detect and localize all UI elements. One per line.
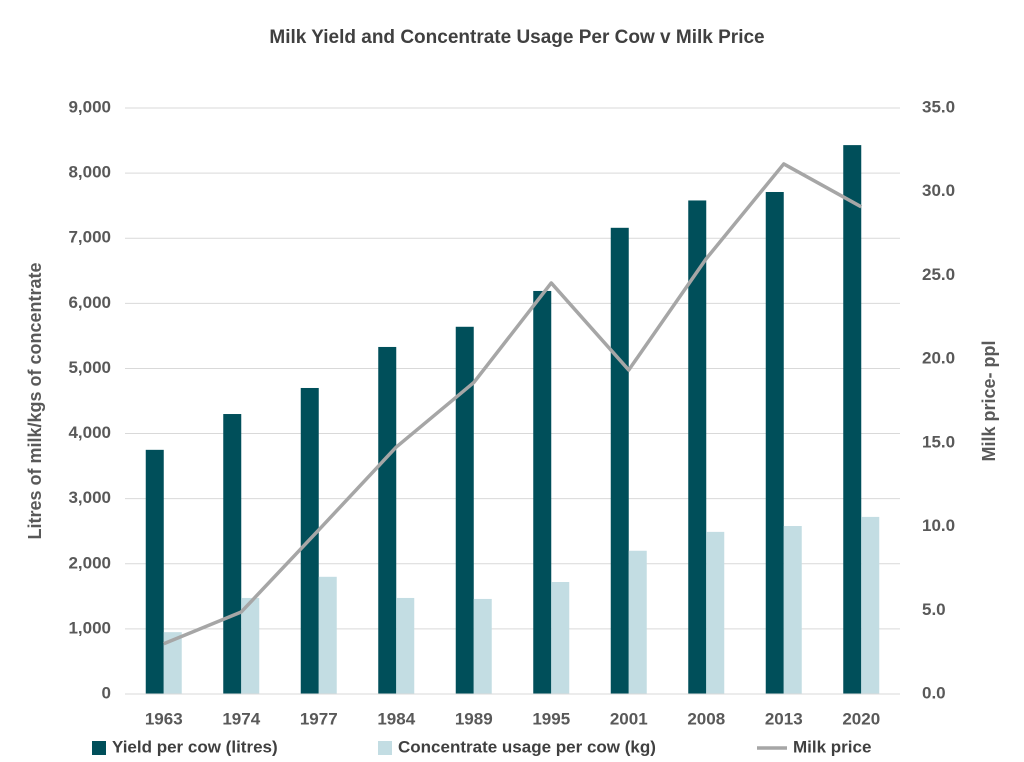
bar (861, 516, 880, 694)
bar (706, 531, 725, 694)
y2-axis-title: Milk price- ppl (979, 340, 999, 461)
bar (223, 414, 242, 694)
y-tick-label: 2,000 (68, 553, 111, 572)
y2-tick-label: 10.0 (922, 516, 955, 535)
x-tick-label: 1989 (455, 709, 493, 728)
bar (455, 326, 474, 694)
y2-tick-label: 25.0 (922, 265, 955, 284)
bar (688, 200, 707, 695)
chart-title: Milk Yield and Concentrate Usage Per Cow… (269, 27, 764, 48)
y-tick-label: 4,000 (68, 423, 111, 442)
bar (765, 191, 784, 694)
y-tick-label: 8,000 (68, 163, 111, 182)
bar (783, 526, 802, 694)
x-tick-label: 1974 (222, 709, 260, 728)
y-tick-label: 7,000 (68, 228, 111, 247)
bar (551, 582, 570, 694)
bar (241, 597, 260, 694)
y2-tick-label: 20.0 (922, 349, 955, 368)
x-tick-label: 2020 (842, 709, 880, 728)
bar (163, 632, 182, 694)
bar (145, 449, 164, 694)
x-tick-label: 2001 (610, 709, 648, 728)
bar (843, 145, 862, 694)
x-tick-label: 1984 (377, 709, 415, 728)
y2-tick-label: 5.0 (922, 600, 946, 619)
x-tick-label: 2013 (765, 709, 803, 728)
bar (396, 597, 415, 694)
x-tick-label: 1977 (300, 709, 338, 728)
legend-label: Yield per cow (litres) (112, 737, 278, 756)
legend-label: Concentrate usage per cow (kg) (398, 737, 656, 756)
x-tick-label: 1995 (532, 709, 570, 728)
y2-tick-label: 15.0 (922, 432, 955, 451)
bar (318, 576, 337, 694)
line (163, 162, 863, 646)
bar (473, 598, 492, 694)
y-axis-title: Litres of milk/kgs of concentrate (25, 262, 45, 539)
y2-tick-label: 35.0 (922, 97, 955, 116)
y-tick-label: 0 (102, 683, 111, 702)
y-tick-label: 5,000 (68, 358, 111, 377)
y-tick-label: 3,000 (68, 488, 111, 507)
x-tick-label: 1963 (145, 709, 183, 728)
bar (628, 550, 647, 694)
y-tick-label: 9,000 (68, 97, 111, 116)
bar (533, 290, 552, 694)
bar (378, 346, 397, 694)
y2-tick-label: 0.0 (922, 683, 946, 702)
y-tick-label: 1,000 (68, 618, 111, 637)
bar (610, 227, 629, 694)
legend-swatch (378, 741, 392, 755)
legend-swatch (92, 741, 106, 755)
y-tick-label: 6,000 (68, 293, 111, 312)
y2-tick-label: 30.0 (922, 181, 955, 200)
x-tick-label: 2008 (687, 709, 725, 728)
legend-label: Milk price (793, 737, 871, 756)
